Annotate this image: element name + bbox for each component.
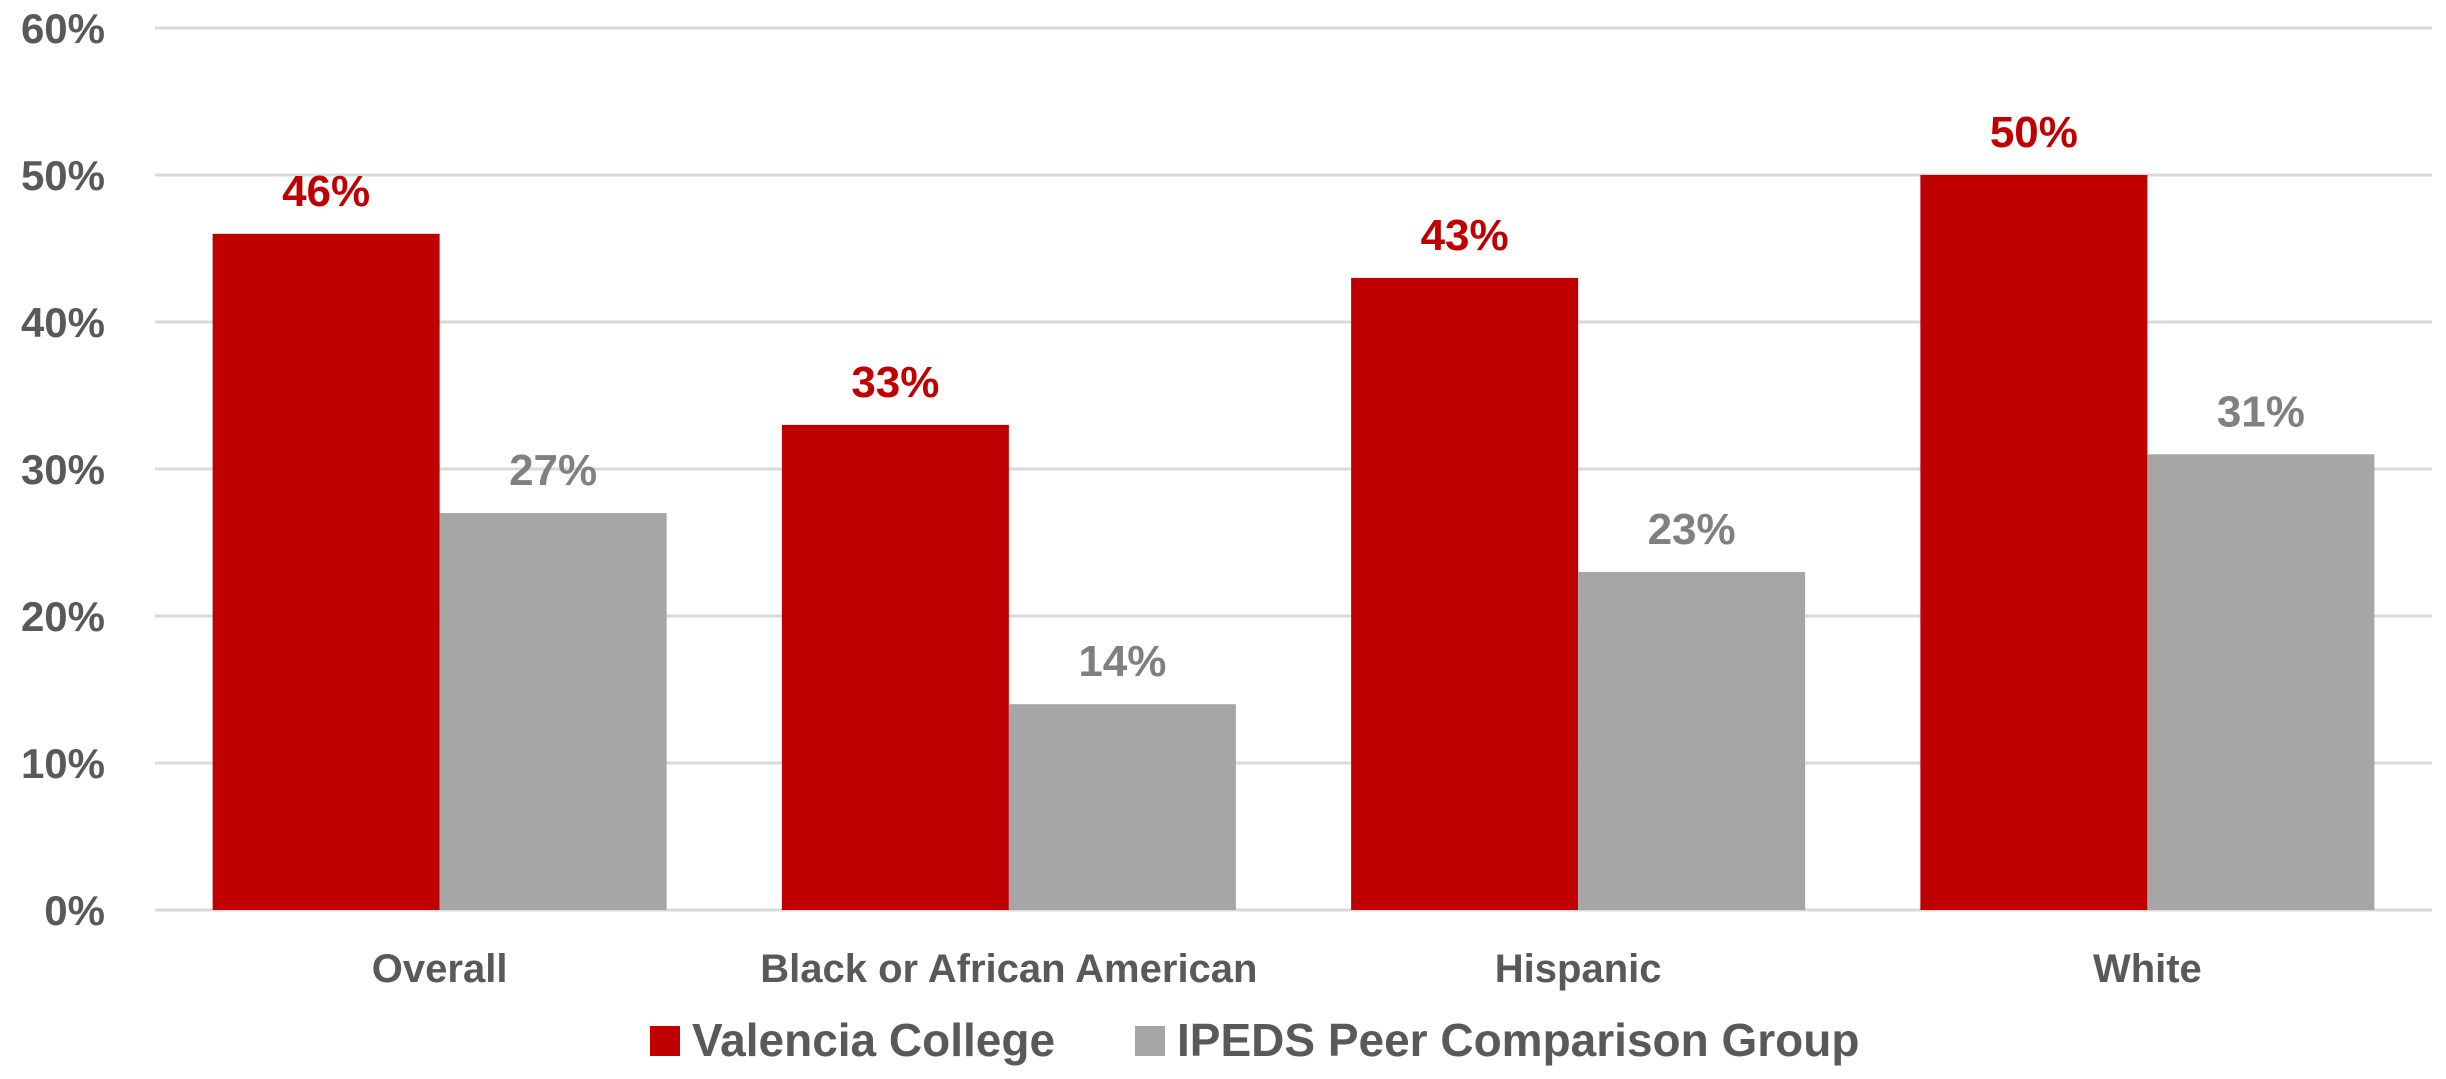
bar: [1578, 571, 1806, 910]
x-category-label: White: [2093, 947, 2202, 991]
x-category-label: Overall: [372, 947, 508, 991]
bar: [2147, 454, 2375, 910]
legend-swatch: [1135, 1026, 1165, 1056]
x-axis-categories: Overall Black or African American Hispanic…: [372, 947, 2202, 991]
legend-label: IPEDS Peer Comparison Group: [1177, 1014, 1859, 1066]
bar: [212, 233, 440, 911]
y-tick-label: 50%: [21, 152, 105, 199]
bar: [1920, 175, 2148, 910]
y-tick-label: 10%: [21, 740, 105, 787]
y-tick-label: 30%: [21, 446, 105, 493]
data-label: 27%: [509, 446, 597, 495]
legend-label: Valencia College: [692, 1014, 1055, 1066]
data-label: 43%: [1421, 211, 1509, 260]
bar: [781, 424, 1009, 910]
bars: [212, 175, 2375, 911]
data-label: 46%: [282, 167, 370, 216]
bar: [1351, 277, 1579, 910]
data-label: 50%: [1990, 108, 2078, 157]
y-axis-ticks: 0% 10% 20% 30% 40% 50% 60%: [21, 5, 105, 934]
data-label: 33%: [851, 358, 939, 407]
y-tick-label: 40%: [21, 299, 105, 346]
legend: Valencia College IPEDS Peer Comparison Gr…: [650, 1014, 1859, 1066]
data-label: 23%: [1648, 505, 1736, 554]
bar: [1008, 704, 1236, 910]
bar: [439, 513, 667, 910]
data-labels: 46% 27% 33% 14% 43% 23% 50% 31%: [282, 108, 2305, 686]
y-tick-label: 0%: [44, 887, 105, 934]
y-tick-label: 60%: [21, 5, 105, 52]
y-tick-label: 20%: [21, 593, 105, 640]
legend-swatch: [650, 1026, 680, 1056]
x-category-label: Hispanic: [1495, 947, 1662, 991]
data-label: 31%: [2217, 387, 2305, 436]
data-label: 14%: [1078, 637, 1166, 686]
x-category-label: Black or African American: [760, 947, 1257, 991]
